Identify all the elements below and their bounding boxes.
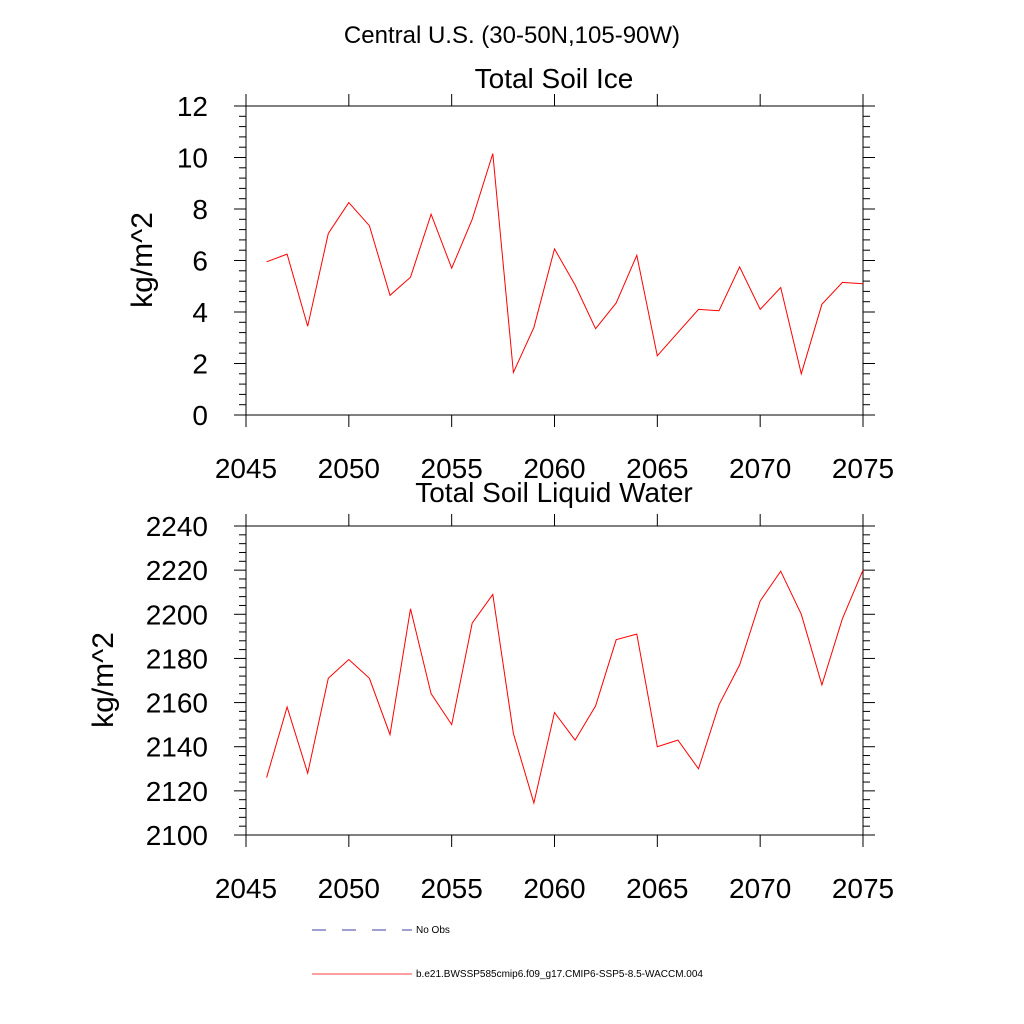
- legend-item-no-obs: No Obs: [312, 925, 450, 936]
- x-tick-label: 2075: [832, 453, 894, 484]
- y-tick-label: 2: [192, 349, 208, 380]
- legend-label: No Obs: [416, 925, 450, 936]
- y-tick-label: 2180: [146, 643, 208, 674]
- axis-ticks: [234, 514, 875, 847]
- main-title: Central U.S. (30-50N,105-90W): [344, 22, 680, 49]
- x-tick-label: 2065: [626, 873, 688, 904]
- x-tick-label: 2050: [318, 453, 380, 484]
- x-tick-label: 2065: [626, 453, 688, 484]
- y-axis-label: kg/m^2: [126, 212, 159, 308]
- x-tick-label: 2045: [215, 873, 277, 904]
- x-tick-labels: 2045 2050 2055 2060 2065 2070 2075: [215, 453, 894, 484]
- y-tick-label: 2240: [146, 511, 208, 542]
- panel-title: Total Soil Liquid Water: [415, 477, 693, 508]
- soil-ice-panel: Total Soil Ice kg/m^2 0 2 4 6 8 10 12 2045 2050…: [126, 63, 894, 484]
- y-tick-label: 2160: [146, 688, 208, 719]
- x-tick-labels: 2045 2050 2055 2060 2065 2070 2075: [215, 873, 894, 904]
- y-tick-label: 0: [192, 400, 208, 431]
- legend-label: b.e21.BWSSP585cmip6.f09_g17.CMIP6-SSP5-8…: [416, 969, 703, 980]
- x-tick-label: 2055: [421, 453, 483, 484]
- x-tick-label: 2070: [729, 873, 791, 904]
- y-tick-label: 8: [192, 194, 208, 225]
- y-tick-label: 10: [177, 143, 208, 174]
- x-tick-label: 2045: [215, 453, 277, 484]
- legend: No Obs b.e21.BWSSP585cmip6.f09_g17.CMIP6…: [312, 925, 703, 980]
- x-tick-label: 2055: [421, 873, 483, 904]
- y-tick-label: 2140: [146, 732, 208, 763]
- y-tick-labels: 0 2 4 6 8 10 12: [177, 91, 208, 431]
- x-tick-label: 2050: [318, 873, 380, 904]
- plot-frame: [245, 525, 864, 836]
- series-lines: [266, 153, 864, 376]
- x-tick-label: 2075: [832, 873, 894, 904]
- series-line: [266, 569, 864, 805]
- y-tick-label: 12: [177, 91, 208, 122]
- y-tick-label: 2120: [146, 776, 208, 807]
- y-tick-label: 4: [192, 297, 208, 328]
- series-line: [266, 153, 864, 376]
- axis-ticks: [234, 94, 875, 427]
- y-tick-label: 2220: [146, 555, 208, 586]
- series-lines: [266, 569, 864, 805]
- soil-liquid-water-panel: Total Soil Liquid Water kg/m^2 210021202…: [87, 477, 894, 904]
- plot-frame: [245, 105, 864, 416]
- y-tick-label: 6: [192, 246, 208, 277]
- y-tick-label: 2200: [146, 599, 208, 630]
- x-tick-label: 2060: [523, 453, 585, 484]
- panel-title: Total Soil Ice: [475, 63, 634, 94]
- y-axis-label: kg/m^2: [87, 632, 120, 728]
- y-tick-labels: 2100 2120 2140 2160 2180 2200 2220 2240: [146, 511, 208, 851]
- y-tick-label: 2100: [146, 820, 208, 851]
- x-tick-label: 2070: [729, 453, 791, 484]
- legend-item-model-run: b.e21.BWSSP585cmip6.f09_g17.CMIP6-SSP5-8…: [312, 969, 703, 980]
- x-tick-label: 2060: [523, 873, 585, 904]
